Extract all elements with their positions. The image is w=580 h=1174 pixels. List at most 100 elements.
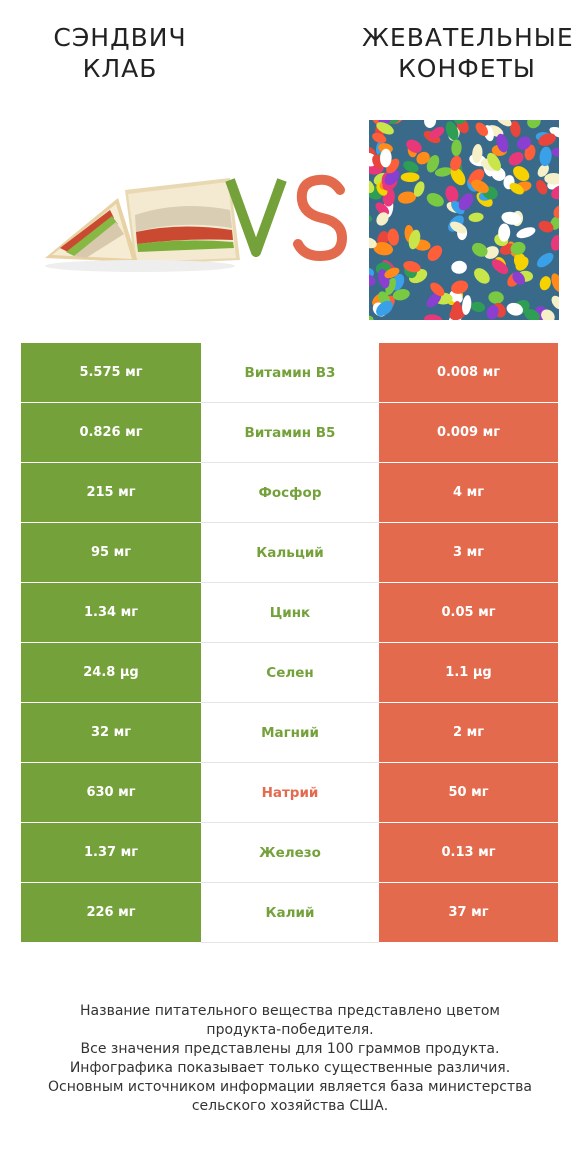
right-value: 4 мг [379,463,558,523]
jelly-bean [426,154,440,173]
jelly-bean [486,305,499,320]
jelly-bean [527,120,541,129]
jelly-bean [451,280,469,294]
jelly-bean [472,144,483,163]
jelly-bean [416,151,430,165]
jelly-bean [406,139,422,153]
footer-notes: Название питательного вещества представл… [0,1002,580,1116]
jelly-bean [372,132,387,144]
vs-label [222,160,352,270]
jelly-bean [516,227,536,239]
jelly-bean [536,180,548,195]
jelly-bean [501,211,522,225]
jelly-bean [427,245,443,261]
jelly-bean [408,229,421,250]
jelly-bean [508,152,524,166]
nutrient-name: Витамин B3 [201,343,379,403]
jelly-bean [495,120,512,127]
footer-line: продукта-победителя. [206,1022,374,1038]
jelly-bean [471,179,489,194]
jelly-bean [551,273,559,293]
footer-line: Все значения представлены для 100 граммо… [80,1041,500,1057]
jelly-bean [369,179,375,194]
jelly-bean [513,252,527,269]
jelly-bean [458,193,474,211]
jelly-bean [397,191,417,204]
jelly-bean [472,242,488,257]
jelly-bean [450,155,462,171]
right-product-title: ЖЕВАТЕЛЬНЫЕ КОНФЕТЫ [362,22,574,84]
jelly-bean [369,315,374,320]
jelly-bean [424,314,443,320]
jelly-bean [376,212,389,226]
jelly-bean [539,276,551,291]
sandwich-image [40,170,245,275]
jelly-bean [445,121,459,141]
left-value: 0.826 мг [21,403,201,463]
table-row: 0.826 мг Витамин B5 0.009 мг [21,403,558,463]
jelly-bean [510,241,526,255]
left-title-line1: СЭНДВИЧ [53,23,187,52]
right-title-line2: КОНФЕТЫ [398,54,536,83]
jelly-bean [544,172,559,185]
right-value: 0.008 мг [379,343,558,403]
table-row: 95 мг Кальций 3 мг [21,523,558,583]
table-row: 215 мг Фосфор 4 мг [21,463,558,523]
jelly-bean [450,221,467,234]
nutrient-name: Калий [201,883,379,943]
right-value: 3 мг [379,523,558,583]
left-title-line2: КЛАБ [82,54,158,83]
right-value: 2 мг [379,703,558,763]
right-value: 0.13 мг [379,823,558,883]
jelly-bean [538,133,556,146]
comparison-table: 5.575 мг Витамин B3 0.008 мг 0.826 мг Витами… [21,343,558,943]
jelly-bean [430,282,445,297]
table-row: 226 мг Калий 37 мг [21,883,558,943]
jelly-bean [496,133,509,153]
table-row: 24.8 µg Селен 1.1 µg [21,643,558,703]
jelly-bean [426,192,444,207]
jelly-bean [434,167,453,177]
jelly-bean [403,261,421,273]
jelly-bean [484,246,499,259]
jelly-bean [387,228,399,246]
jelly-bean [470,301,486,313]
right-title-line1: ЖЕВАТЕЛЬНЫЕ [362,23,574,52]
jelly-bean [538,220,554,233]
jelly-bean [378,120,392,126]
jelly-bean [451,139,462,157]
right-value: 1.1 µg [379,643,558,703]
nutrient-name: Витамин B5 [201,403,379,463]
jelly-bean [369,274,376,287]
left-value: 630 мг [21,763,201,823]
jelly-bean [524,144,536,161]
right-value: 37 мг [379,883,558,943]
jelly-bean [506,302,523,316]
jelly-bean [491,259,509,275]
jelly-bean [516,136,532,150]
table-row: 32 мг Магний 2 мг [21,703,558,763]
left-value: 5.575 мг [21,343,201,403]
jelly-bean [369,237,377,249]
jelly-bean [474,268,490,284]
jelly-bean [376,300,393,317]
left-value: 1.34 мг [21,583,201,643]
jelly-bean [373,242,394,256]
table-row: 630 мг Натрий 50 мг [21,763,558,823]
left-value: 95 мг [21,523,201,583]
jelly-bean [379,148,392,168]
jelly-bean [539,146,552,167]
nutrient-name: Кальций [201,523,379,583]
jelly-bean [537,164,549,177]
jelly-bean [498,223,511,242]
jelly-beans-image [369,120,559,320]
jelly-bean [512,271,525,285]
jelly-bean [541,309,555,320]
jelly-bean [462,295,472,315]
jelly-bean [475,122,489,137]
footer-line: Основным источником информации является … [48,1079,532,1095]
jelly-bean [553,205,559,219]
right-value: 0.05 мг [379,583,558,643]
nutrient-name: Натрий [201,763,379,823]
jelly-bean [376,122,394,135]
